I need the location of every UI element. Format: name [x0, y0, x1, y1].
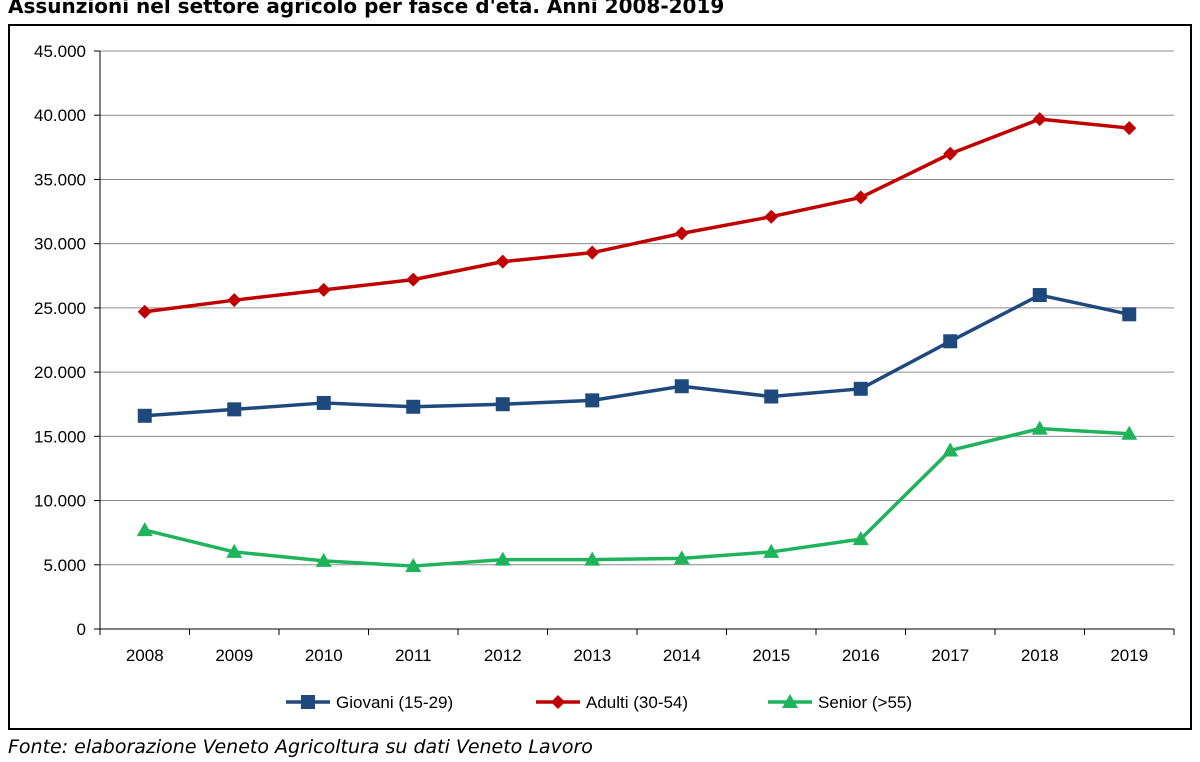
data-point — [495, 397, 510, 412]
data-point — [315, 552, 332, 567]
data-point — [673, 550, 690, 565]
x-tick-label: 2013 — [573, 646, 611, 665]
data-point — [406, 399, 421, 414]
y-tick-label: 35.000 — [34, 170, 86, 189]
x-tick-label: 2015 — [752, 646, 790, 665]
x-tick-label: 2016 — [842, 646, 880, 665]
data-point — [495, 254, 510, 269]
y-tick-label: 25.000 — [34, 299, 86, 318]
data-point — [853, 381, 868, 396]
data-point — [1122, 121, 1137, 136]
series-line-2 — [144, 117, 1130, 314]
x-tick-label: 2008 — [126, 646, 164, 665]
data-point — [853, 190, 868, 205]
data-point — [316, 395, 331, 410]
data-point — [763, 543, 780, 558]
data-point — [942, 442, 959, 457]
data-point — [764, 389, 779, 404]
x-tick-label: 2017 — [931, 646, 969, 665]
data-point — [136, 522, 153, 537]
x-tick-label: 2018 — [1021, 646, 1059, 665]
data-point — [1032, 112, 1047, 127]
legend-label: Adulti (30-54) — [586, 693, 688, 712]
legend-marker — [782, 694, 798, 708]
y-tick-label: 10.000 — [34, 492, 86, 511]
y-tick-label: 30.000 — [34, 235, 86, 254]
legend-marker — [301, 695, 315, 709]
y-tick-label: 20.000 — [34, 363, 86, 382]
legend-label: Senior (>55) — [818, 693, 912, 712]
data-point — [1122, 307, 1137, 322]
data-point — [227, 402, 242, 417]
legend-marker — [551, 695, 565, 709]
data-point — [137, 408, 152, 423]
data-point — [137, 304, 152, 319]
x-tick-label: 2012 — [484, 646, 522, 665]
data-point — [405, 558, 422, 573]
y-tick-label: 15.000 — [34, 427, 86, 446]
data-point — [674, 379, 689, 394]
x-tick-label: 2009 — [215, 646, 253, 665]
y-tick-label: 40.000 — [34, 106, 86, 125]
series-line-3 — [144, 426, 1130, 568]
legend-label: Giovani (15-29) — [336, 693, 453, 712]
data-point — [226, 543, 243, 558]
data-point — [585, 245, 600, 260]
data-point — [406, 272, 421, 287]
data-point — [1121, 425, 1138, 440]
source-note: Fonte: elaborazione Veneto Agricoltura s… — [8, 736, 593, 758]
y-tick-label: 5.000 — [43, 556, 86, 575]
series-line-1 — [144, 293, 1130, 418]
x-tick-label: 2010 — [305, 646, 343, 665]
data-point — [227, 293, 242, 308]
x-tick-label: 2019 — [1110, 646, 1148, 665]
y-tick-label: 45.000 — [34, 42, 86, 61]
y-tick-label: 0 — [77, 620, 86, 639]
data-point — [584, 551, 601, 566]
data-point — [494, 551, 511, 566]
data-point — [1032, 288, 1047, 303]
x-tick-label: 2011 — [395, 646, 432, 665]
data-point — [674, 226, 689, 241]
data-point — [943, 334, 958, 349]
x-tick-label: 2014 — [663, 646, 701, 665]
data-point — [1031, 420, 1048, 435]
data-point — [764, 209, 779, 224]
chart-title: Assunzioni nel settore agricolo per fasc… — [8, 0, 725, 18]
data-point — [316, 282, 331, 297]
chart-frame — [8, 24, 1192, 730]
data-point — [585, 393, 600, 408]
data-point — [943, 146, 958, 161]
data-point — [852, 531, 869, 546]
